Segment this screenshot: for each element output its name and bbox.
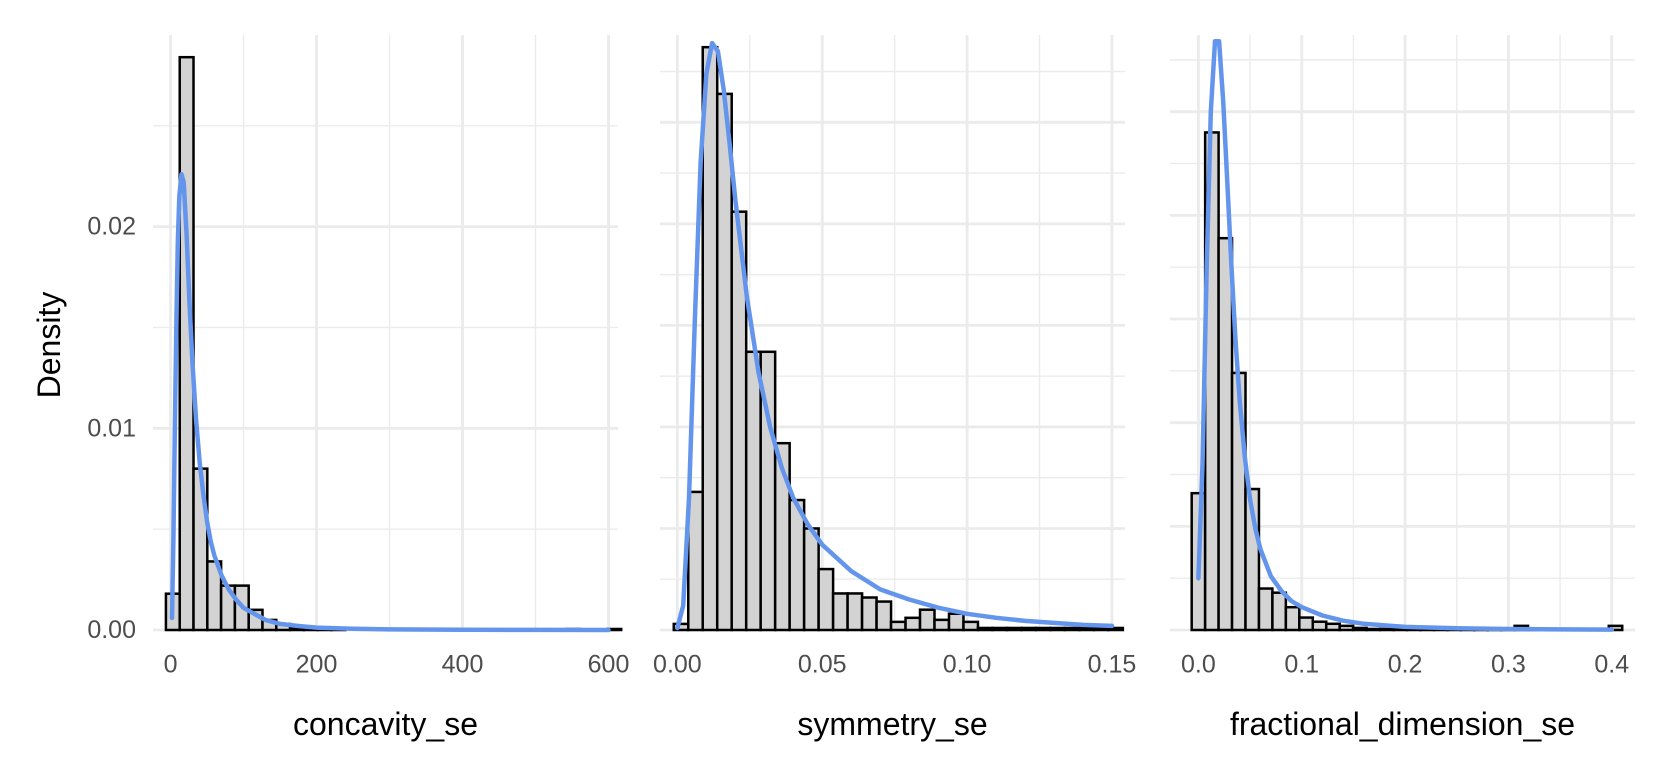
histogram-bar xyxy=(1298,616,1315,632)
histogram-bar xyxy=(788,498,806,632)
histogram-bar xyxy=(1311,620,1328,632)
histogram-bar xyxy=(1324,622,1341,632)
histogram-bar xyxy=(1271,591,1288,632)
histogram-bar xyxy=(1049,626,1067,632)
histogram-bar xyxy=(889,620,907,632)
x-tick-label: 0.05 xyxy=(798,651,847,679)
histogram-bar xyxy=(715,92,733,632)
x-axis-title: fractional_dimension_se xyxy=(1230,706,1575,742)
histogram-bar xyxy=(875,600,893,632)
histogram-bar xyxy=(701,45,719,632)
x-tick-label: 0 xyxy=(164,651,178,679)
histogram-bar xyxy=(976,626,994,632)
x-axis-title: concavity_se xyxy=(293,706,478,742)
density-curve-density xyxy=(169,171,611,633)
x-axis-title: symmetry_se xyxy=(797,706,987,742)
x-tick-label: 0.3 xyxy=(1491,651,1526,679)
density-curve-density xyxy=(675,40,1115,631)
histogram-bar xyxy=(1005,626,1023,632)
histogram-bar xyxy=(1338,624,1355,632)
x-tick-label: 200 xyxy=(296,651,338,679)
histogram-bar xyxy=(744,350,762,632)
histogram-bar xyxy=(904,616,922,632)
histogram-bar xyxy=(860,596,878,632)
histogram-bar xyxy=(1217,236,1234,632)
histogram-bar xyxy=(991,626,1009,632)
x-tick-label: 0.00 xyxy=(653,651,702,679)
x-tick-label: 400 xyxy=(442,651,484,679)
histogram-bar xyxy=(1063,626,1081,632)
histogram-bar xyxy=(933,618,951,632)
histogram-bar xyxy=(831,592,849,632)
histogram-bar xyxy=(947,612,965,632)
density-curve-density xyxy=(1196,38,1615,632)
histogram-bar xyxy=(1078,626,1096,632)
y-axis-title: Density xyxy=(31,292,67,399)
histogram-bar xyxy=(1257,587,1274,632)
x-tick-label: 0.0 xyxy=(1181,651,1216,679)
x-tick-label: 0.15 xyxy=(1088,651,1137,679)
histogram-bar xyxy=(1378,627,1395,632)
y-tick-label: 0.00 xyxy=(87,616,136,644)
x-tick-label: 0.2 xyxy=(1388,651,1423,679)
histogram-bar xyxy=(962,620,980,632)
histogram-bar xyxy=(1284,605,1301,632)
histogram-bar xyxy=(1365,627,1382,632)
x-tick-label: 0.10 xyxy=(943,651,992,679)
histogram-bar xyxy=(1034,626,1052,632)
histogram-bar xyxy=(1092,626,1110,632)
panel-fractal-dimension-se: 0.0 0.1 0.2 0.3 0.4 fractional_dimension_se xyxy=(1170,35,1635,742)
x-tick-label: 600 xyxy=(588,651,630,679)
histogram-bar xyxy=(1107,626,1125,632)
panel-symmetry-se: 0.00 0.05 0.10 0.15 symmetry_se xyxy=(653,35,1136,742)
y-tick-label: 0.01 xyxy=(87,414,136,442)
histogram-bar xyxy=(817,567,835,632)
y-tick-label: 0.02 xyxy=(87,213,136,241)
histogram-bar xyxy=(918,608,936,632)
histogram-bar xyxy=(846,592,864,632)
histogram-bar xyxy=(1020,626,1038,632)
x-tick-label: 0.4 xyxy=(1594,651,1629,679)
panel-concavity-se: 0 200 400 600 0.00 0.01 0.02 concavity_se xyxy=(87,35,629,742)
x-tick-label: 0.1 xyxy=(1284,651,1319,679)
histogram-bar xyxy=(1351,626,1368,632)
histogram-bar xyxy=(802,527,820,632)
